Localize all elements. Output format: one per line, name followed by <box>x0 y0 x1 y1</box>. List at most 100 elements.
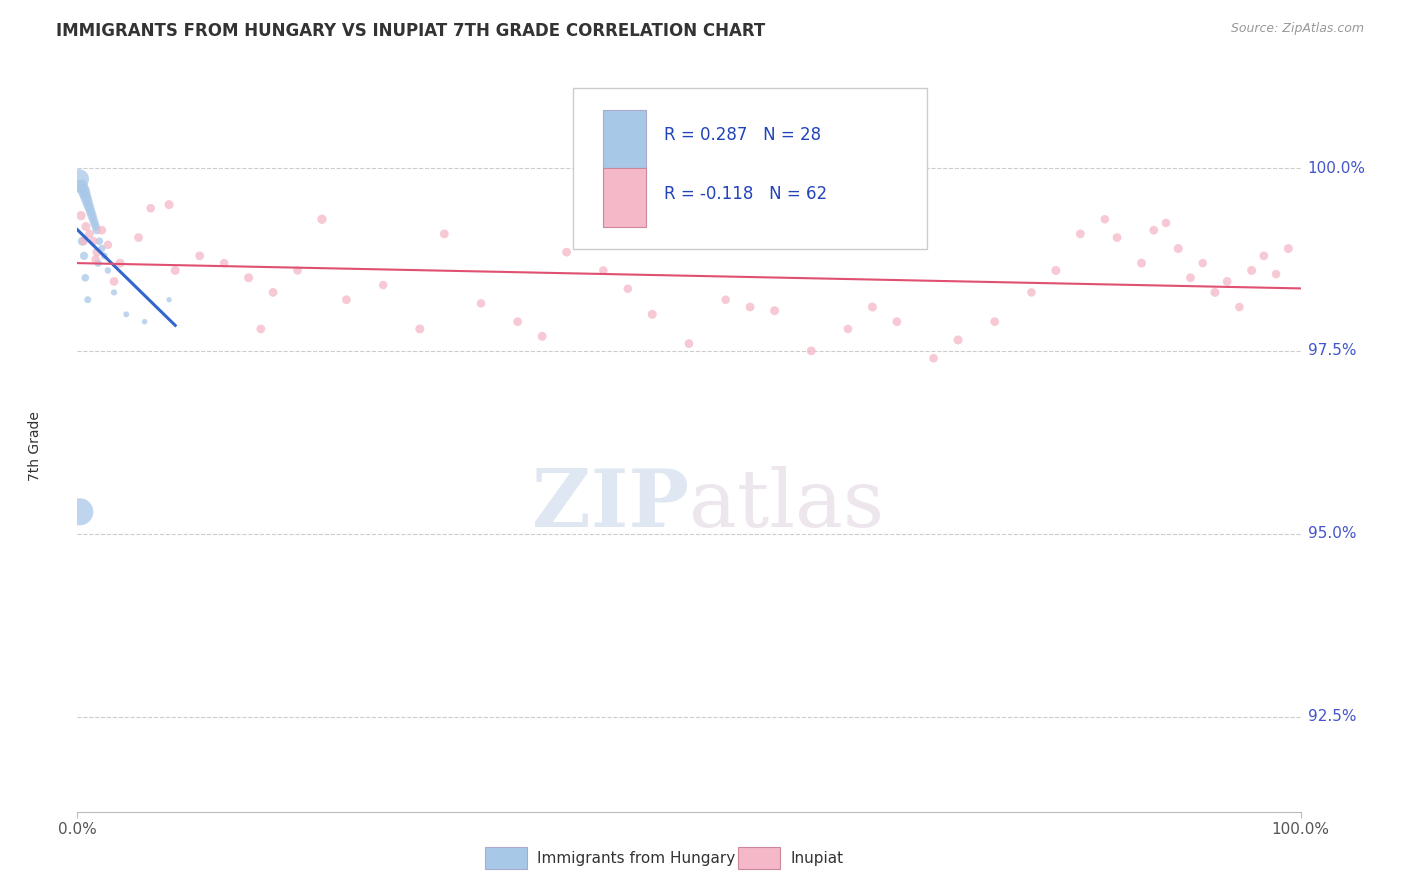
Point <box>70 234 93 248</box>
Point <box>93 249 115 263</box>
Point <box>139 202 162 216</box>
Point <box>1107 230 1129 244</box>
Point <box>886 315 908 329</box>
Point <box>76 293 98 307</box>
Point <box>80 209 103 223</box>
Point <box>371 278 394 293</box>
Point <box>103 275 125 289</box>
Point <box>86 245 108 260</box>
Point <box>800 343 823 358</box>
Point <box>1277 242 1299 256</box>
Point <box>67 172 90 186</box>
Text: 7th Grade: 7th Grade <box>28 411 42 481</box>
Point <box>763 303 786 318</box>
Point <box>108 256 131 270</box>
Point <box>922 351 945 366</box>
Point <box>90 223 112 237</box>
Point <box>531 329 554 343</box>
Point <box>84 219 107 234</box>
Point <box>1229 300 1251 314</box>
Point <box>72 183 94 197</box>
Point <box>1253 249 1275 263</box>
Point <box>80 205 103 219</box>
Point <box>311 212 333 227</box>
Point <box>641 307 664 321</box>
Text: ZIP: ZIP <box>531 466 689 543</box>
Point <box>946 333 969 347</box>
Point <box>862 300 884 314</box>
Point <box>73 186 96 201</box>
Point <box>69 505 91 519</box>
Point <box>165 263 187 277</box>
Point <box>238 270 260 285</box>
Point <box>1204 285 1226 300</box>
Text: Source: ZipAtlas.com: Source: ZipAtlas.com <box>1230 22 1364 36</box>
Point <box>157 197 180 211</box>
Point <box>1130 256 1153 270</box>
Text: R = -0.118   N = 62: R = -0.118 N = 62 <box>665 185 828 202</box>
Point <box>84 252 107 267</box>
Text: atlas: atlas <box>689 466 884 543</box>
Point <box>617 282 640 296</box>
Text: Inupiat: Inupiat <box>790 851 844 865</box>
Text: IMMIGRANTS FROM HUNGARY VS INUPIAT 7TH GRADE CORRELATION CHART: IMMIGRANTS FROM HUNGARY VS INUPIAT 7TH G… <box>56 22 765 40</box>
Point <box>86 223 108 237</box>
Point <box>77 197 100 211</box>
Point <box>72 234 94 248</box>
Point <box>1180 270 1202 285</box>
Point <box>75 219 97 234</box>
Point <box>83 216 105 230</box>
Point <box>740 300 762 314</box>
Point <box>70 179 93 194</box>
Point <box>157 293 180 307</box>
Point <box>409 322 432 336</box>
Point <box>678 336 700 351</box>
Point <box>79 202 101 216</box>
Text: R = 0.287   N = 28: R = 0.287 N = 28 <box>665 126 821 145</box>
Point <box>1240 263 1263 277</box>
Point <box>433 227 456 241</box>
Text: 97.5%: 97.5% <box>1308 343 1355 359</box>
Point <box>90 242 112 256</box>
Point <box>335 293 357 307</box>
Point <box>555 245 578 260</box>
Point <box>1216 275 1239 289</box>
Point <box>250 322 273 336</box>
Point <box>97 263 120 277</box>
Point <box>1154 216 1177 230</box>
Text: 95.0%: 95.0% <box>1308 526 1355 541</box>
Point <box>470 296 492 310</box>
Point <box>89 234 111 248</box>
Point <box>82 234 104 248</box>
Point <box>1045 263 1067 277</box>
Point <box>1094 212 1116 227</box>
Point <box>79 227 101 241</box>
Point <box>87 256 110 270</box>
Point <box>506 315 529 329</box>
Point <box>1191 256 1213 270</box>
Point <box>714 293 737 307</box>
Point <box>134 315 156 329</box>
Point <box>1069 227 1091 241</box>
Point <box>127 230 149 244</box>
Point <box>75 190 97 204</box>
Point <box>212 256 235 270</box>
Point <box>82 212 104 227</box>
Point <box>1167 242 1189 256</box>
Point <box>837 322 859 336</box>
Point <box>1021 285 1043 300</box>
Point <box>1265 267 1288 281</box>
Point <box>73 249 96 263</box>
Text: 100.0%: 100.0% <box>1308 161 1365 176</box>
FancyBboxPatch shape <box>603 110 647 168</box>
Point <box>70 209 93 223</box>
Point <box>984 315 1007 329</box>
FancyBboxPatch shape <box>572 87 928 249</box>
Point <box>262 285 284 300</box>
Text: Immigrants from Hungary: Immigrants from Hungary <box>537 851 735 865</box>
Point <box>188 249 211 263</box>
Point <box>75 270 97 285</box>
Point <box>592 263 614 277</box>
Point <box>103 285 125 300</box>
Point <box>115 307 138 321</box>
